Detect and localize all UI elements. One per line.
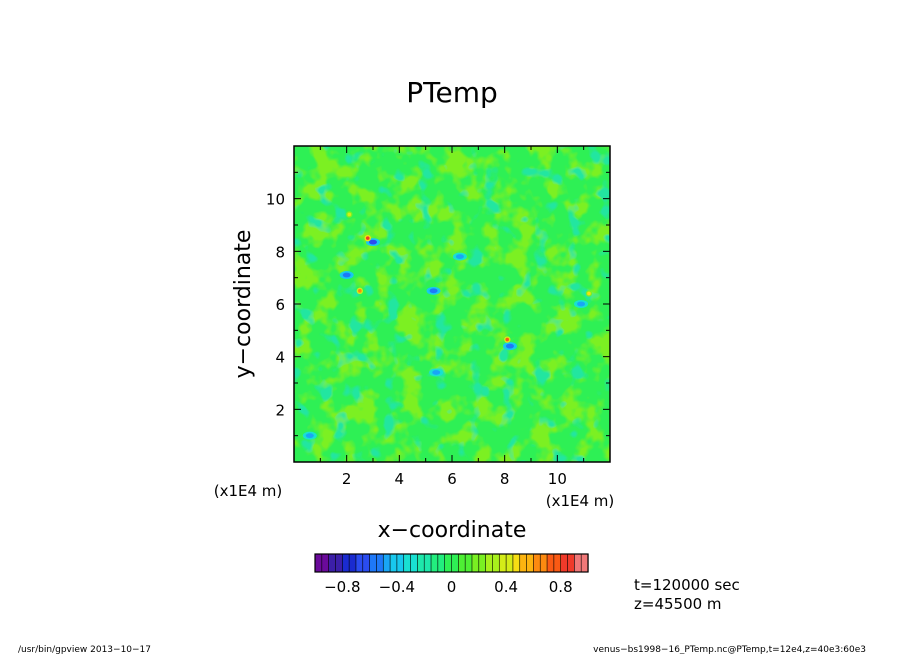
- x-tick-label: 4: [395, 470, 405, 488]
- colorbar-bin: [417, 553, 425, 573]
- cold-spot: [369, 239, 377, 245]
- y-tick-label: 4: [275, 349, 285, 367]
- heatmap-texture: [294, 146, 610, 462]
- colorbar-bin: [580, 553, 589, 573]
- colorbar-bin: [437, 553, 446, 573]
- colorbar-bin: [348, 553, 357, 573]
- y-axis-label: y−coordinate: [231, 230, 256, 379]
- warm-spot: [358, 289, 362, 293]
- x-tick-label: 6: [447, 470, 457, 488]
- colorbar-tick-label: 0: [447, 578, 457, 596]
- height-annotation: z=45500 m: [634, 595, 722, 613]
- x-tick-label: 10: [548, 470, 567, 488]
- colorbar-bin: [321, 553, 330, 573]
- colorbar-bin: [430, 553, 439, 573]
- colorbar-bin: [369, 553, 378, 573]
- time-annotation: t=120000 sec: [634, 576, 740, 594]
- chart-title: PTemp: [406, 76, 498, 109]
- cold-spot: [577, 301, 586, 307]
- colorbar-bin: [362, 553, 371, 573]
- colorbar-tick-label: −0.4: [379, 578, 415, 596]
- colorbar-bin: [335, 553, 343, 573]
- x-scale-note: (x1E4 m): [546, 492, 615, 510]
- y-scale-note: (x1E4 m): [214, 482, 283, 500]
- heatmap-plot-area: [294, 146, 610, 462]
- colorbar-bin: [328, 553, 337, 573]
- colorbar-bin: [403, 553, 412, 573]
- colorbar-bin: [533, 553, 541, 573]
- cold-spot: [342, 272, 351, 278]
- colorbar-bin: [382, 553, 391, 573]
- y-tick-label: 2: [275, 401, 285, 419]
- colorbar-bin: [560, 553, 569, 573]
- colorbar-bin: [451, 553, 459, 573]
- colorbar-tick-label: −0.8: [324, 578, 360, 596]
- axis-ticks: 2 4 6 8 10 2 4 6 8 10: [266, 146, 610, 488]
- warm-spot: [587, 291, 591, 296]
- x-tick-label: 8: [500, 470, 510, 488]
- colorbar-bin: [478, 553, 487, 573]
- cold-spot: [505, 343, 514, 349]
- colorbar-bin: [546, 553, 555, 573]
- colorbar-bin: [376, 553, 384, 573]
- colorbar-bin: [471, 553, 480, 573]
- colorbar-bin: [505, 553, 514, 573]
- footer-source: venus−bs1998−16_PTemp.nc@PTemp,t=12e4,z=…: [593, 645, 866, 654]
- colorbar-bin: [458, 553, 466, 573]
- colorbar-bin: [485, 553, 494, 573]
- colorbar-bin: [539, 553, 548, 573]
- colorbar-bin: [341, 553, 350, 573]
- colorbar-bin: [492, 553, 500, 573]
- colorbar-bin: [512, 553, 521, 573]
- heatmap-spots: [302, 211, 593, 440]
- colorbar-tick-label: 0.8: [549, 578, 573, 596]
- colorbar-bin: [519, 553, 528, 573]
- colorbar-bin: [574, 553, 582, 573]
- colorbar-bin: [526, 553, 535, 573]
- cold-spot: [429, 288, 438, 294]
- x-axis-label: x−coordinate: [378, 518, 527, 543]
- colorbar: [314, 553, 589, 573]
- colorbar-bin: [498, 553, 507, 573]
- colorbar-bin: [410, 553, 418, 573]
- x-tick-label: 2: [342, 470, 352, 488]
- colorbar-tick-labels: −0.8 −0.4 0 0.4 0.8: [324, 578, 573, 596]
- cold-spot: [455, 254, 464, 259]
- y-tick-label: 10: [266, 191, 285, 209]
- cold-spot: [305, 433, 314, 439]
- warm-spot: [505, 337, 510, 342]
- warm-spot: [347, 212, 352, 217]
- warm-spot: [365, 236, 370, 240]
- y-tick-label: 8: [275, 243, 285, 261]
- colorbar-bin: [567, 553, 575, 573]
- colorbar-bin: [389, 553, 398, 573]
- colorbar-bin: [423, 553, 432, 573]
- y-tick-label: 6: [275, 296, 285, 314]
- footer-program-date: /usr/bin/gpview 2013−10−17: [18, 645, 151, 654]
- colorbar-frame: [314, 553, 589, 573]
- colorbar-bin: [355, 553, 364, 573]
- cold-spot: [432, 370, 441, 375]
- colorbar-bin: [444, 553, 453, 573]
- colorbar-bin: [396, 553, 405, 573]
- colorbar-tick-label: 0.4: [494, 578, 518, 596]
- colorbar-bin: [314, 553, 323, 573]
- colorbar-bin: [553, 553, 562, 573]
- colorbar-bin: [464, 553, 473, 573]
